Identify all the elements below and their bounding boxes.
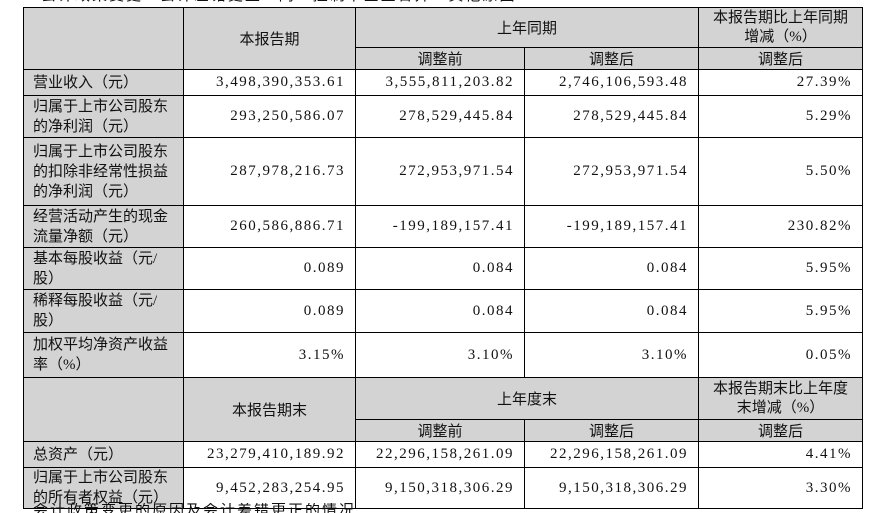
table-row-total-assets: 总资产（元） 23,279,410,189.92 22,296,158,261.… xyxy=(23,441,864,468)
row-label: 归属于上市公司股东 的所有者权益（元） xyxy=(23,467,184,509)
row-label: 经营活动产生的现金 流量净额（元） xyxy=(23,205,184,248)
clipped-text-bottom-label: 会计政策变更的原因及会计差错更正的情况 xyxy=(33,503,357,513)
current-period-value: 3.15% xyxy=(183,332,356,378)
row-label: 归属于上市公司股东 的净利润（元） xyxy=(23,95,184,138)
eop-header-row-1: 本报告期末 上年度末 本报告期末比上年度 末增减（%） xyxy=(23,377,864,442)
prior-after-value: 0.084 xyxy=(523,247,700,290)
prior-before-value: 9,150,318,306.29 xyxy=(355,467,525,509)
row-label: 归属于上市公司股东 的扣除非经常性损益 的净利润（元） xyxy=(23,137,184,206)
key-financials-table: 本报告期 上年同期 本报告期比上年同期 增减（%） 调整前 调整后 调整后 营业… xyxy=(23,7,864,509)
header-current-period-end: 本报告期末 xyxy=(183,377,356,442)
row-label: 基本每股收益（元/ 股） xyxy=(23,247,184,290)
prior-before-value: 0.084 xyxy=(355,289,525,333)
eop-header-row-2: 调整前 调整后 调整后 xyxy=(24,419,864,442)
prior-after-value: 0.084 xyxy=(523,289,700,333)
row-label: 总资产（元） xyxy=(23,441,184,468)
change-value: 3.30% xyxy=(698,467,864,509)
subheader-after-adjustment: 调整后 xyxy=(523,47,700,70)
clipped-text-top: □会计政策变更 □会计差错更正 □同一控制下企业合并 □其他原因 xyxy=(30,0,730,6)
row-label: 加权平均净资产收益 率（%） xyxy=(23,332,184,378)
current-period-value: 0.089 xyxy=(183,247,356,290)
table-row-weighted-avg-roe: 加权平均净资产收益 率（%） 3.15% 3.10% 3.10% 0.05% xyxy=(23,332,864,378)
prior-before-value: 22,296,158,261.09 xyxy=(355,441,525,468)
header-eop-change-group: 本报告期末比上年度 末增减（%） xyxy=(698,377,864,420)
prior-before-value: 278,529,445.84 xyxy=(355,95,525,138)
clipped-text-top-label: □会计政策变更 □会计差错更正 □同一控制下企业合并 □其他原因 xyxy=(30,0,730,4)
subheader-before-adjustment: 调整前 xyxy=(355,419,525,442)
prior-before-value: -199,189,157.41 xyxy=(355,205,525,248)
current-period-value: 9,452,283,254.95 xyxy=(183,467,356,509)
prior-before-value: 0.084 xyxy=(355,247,525,290)
change-value: 4.41% xyxy=(698,441,864,468)
prior-after-value: 9,150,318,306.29 xyxy=(523,467,700,509)
change-value: 0.05% xyxy=(698,332,864,378)
prior-after-value: -199,189,157.41 xyxy=(523,205,700,248)
prior-after-value: 272,953,971.54 xyxy=(523,137,700,206)
subheader-change-after-adjustment: 调整后 xyxy=(698,419,864,442)
table-row-diluted-eps: 稀释每股收益（元/ 股） 0.089 0.084 0.084 5.95% xyxy=(23,289,864,333)
table-row-basic-eps: 基本每股收益（元/ 股） 0.089 0.084 0.084 5.95% xyxy=(23,247,864,290)
period-header-row-1: 本报告期 上年同期 本报告期比上年同期 增减（%） xyxy=(23,7,864,70)
current-period-value: 3,498,390,353.61 xyxy=(183,69,356,96)
current-period-value: 293,250,586.07 xyxy=(183,95,356,138)
subheader-after-adjustment: 调整后 xyxy=(523,419,700,442)
header-prior-period-group: 上年同期 xyxy=(354,7,700,48)
subheader-before-adjustment: 调整前 xyxy=(355,47,525,70)
prior-after-value: 3.10% xyxy=(523,332,700,378)
prior-after-value: 2,746,106,593.48 xyxy=(523,69,700,96)
change-value: 27.39% xyxy=(698,69,864,96)
row-label: 营业收入（元） xyxy=(23,69,184,96)
table-row-net-profit: 归属于上市公司股东 的净利润（元） 293,250,586.07 278,529… xyxy=(23,95,864,138)
prior-after-value: 278,529,445.84 xyxy=(523,95,700,138)
period-header-row-2: 调整前 调整后 调整后 xyxy=(24,47,864,70)
subheader-change-after-adjustment: 调整后 xyxy=(698,47,864,70)
prior-before-value: 3,555,811,203.82 xyxy=(355,69,525,96)
change-value: 5.29% xyxy=(698,95,864,138)
change-value: 5.95% xyxy=(698,247,864,290)
period-corner-cell xyxy=(23,7,184,70)
change-value: 5.50% xyxy=(698,137,864,206)
header-prior-year-end-group: 上年度末 xyxy=(354,377,700,420)
header-current-period: 本报告期 xyxy=(183,7,356,70)
current-period-value: 260,586,886.71 xyxy=(183,205,356,248)
current-period-value: 23,279,410,189.92 xyxy=(183,441,356,468)
prior-after-value: 22,296,158,261.09 xyxy=(523,441,700,468)
change-value: 5.95% xyxy=(698,289,864,333)
table-row-operating-revenue: 营业收入（元） 3,498,390,353.61 3,555,811,203.8… xyxy=(23,69,864,96)
header-period-change-group: 本报告期比上年同期 增减（%） xyxy=(698,7,864,48)
prior-before-value: 272,953,971.54 xyxy=(355,137,525,206)
current-period-value: 287,978,216.73 xyxy=(183,137,356,206)
table-row-operating-cash-flow: 经营活动产生的现金 流量净额（元） 260,586,886.71 -199,18… xyxy=(23,205,864,248)
prior-before-value: 3.10% xyxy=(355,332,525,378)
eop-corner-cell xyxy=(23,377,184,442)
change-value: 230.82% xyxy=(698,205,864,248)
clipped-text-bottom: 会计政策变更的原因及会计差错更正的情况 xyxy=(33,503,733,513)
row-label: 稀释每股收益（元/ 股） xyxy=(23,289,184,333)
table-row-owners-equity: 归属于上市公司股东 的所有者权益（元） 9,452,283,254.95 9,1… xyxy=(23,467,864,509)
table-row-net-profit-excl-nonrecurring: 归属于上市公司股东 的扣除非经常性损益 的净利润（元） 287,978,216.… xyxy=(23,137,864,206)
current-period-value: 0.089 xyxy=(183,289,356,333)
